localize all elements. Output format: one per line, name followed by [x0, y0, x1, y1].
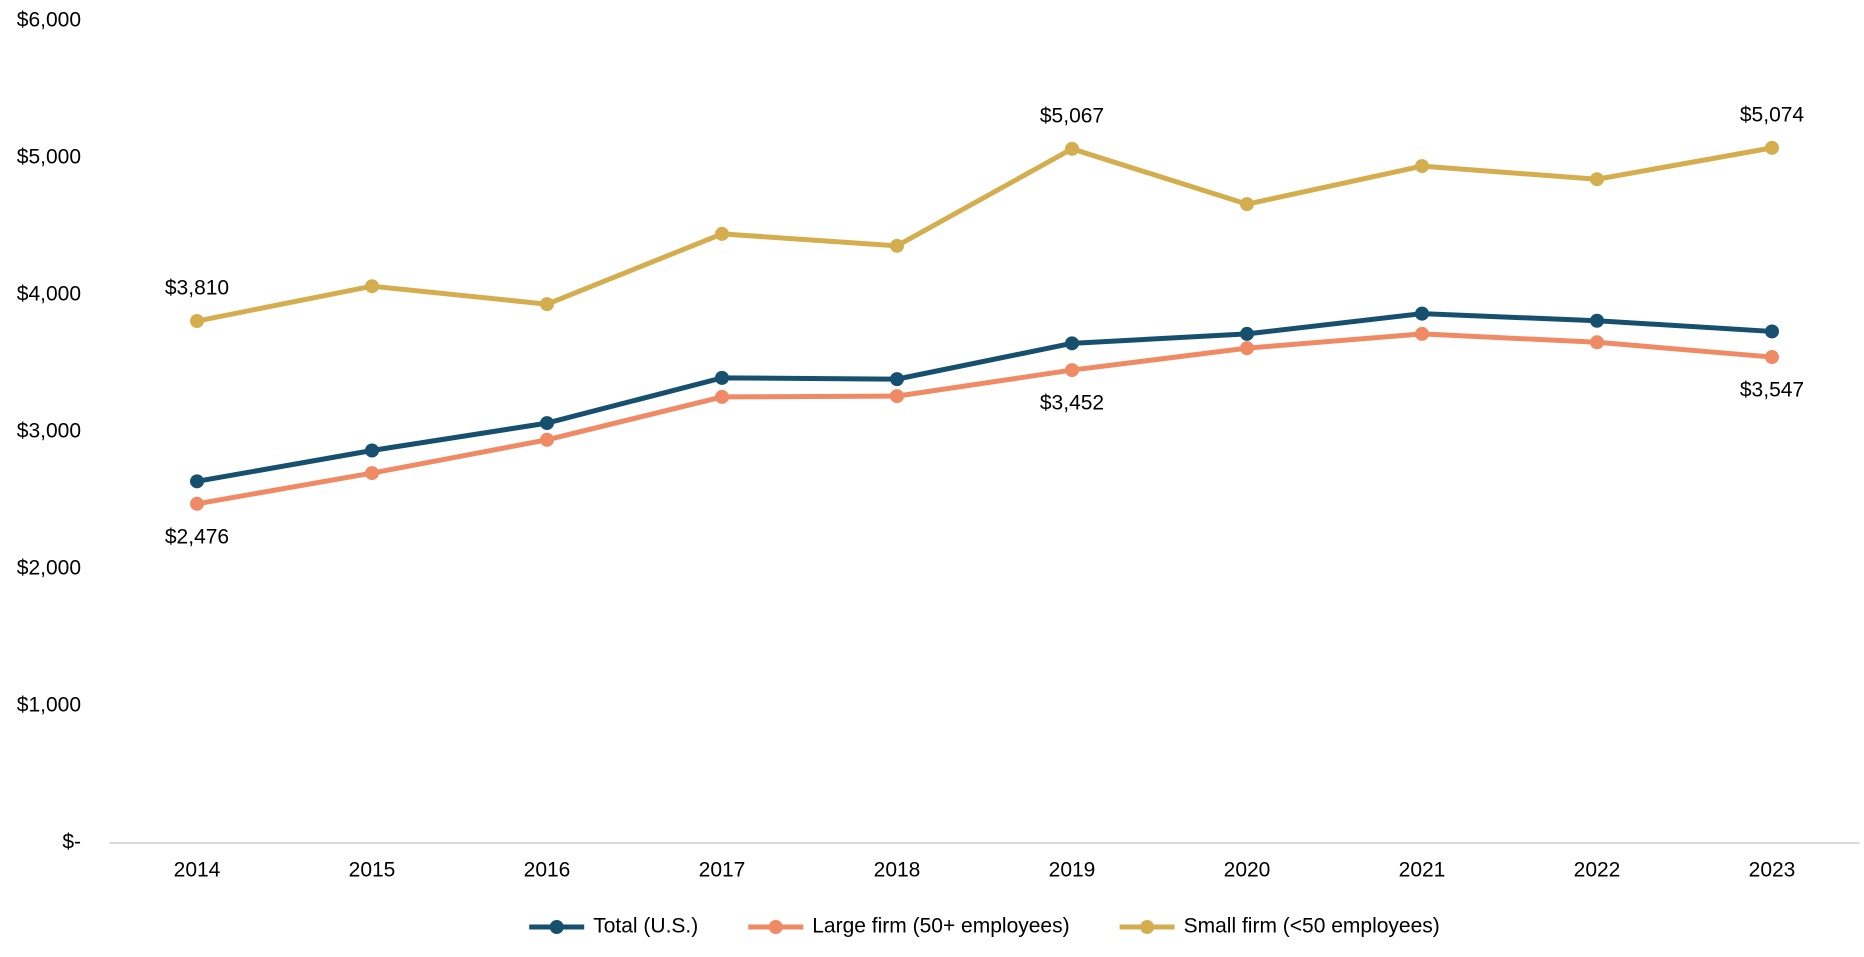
data-point — [890, 389, 904, 404]
legend-item: Total (U.S.) — [529, 915, 698, 938]
data-point — [540, 432, 554, 447]
data-point — [1765, 140, 1779, 155]
y-tick-label: $- — [62, 831, 81, 854]
data-point — [365, 466, 379, 481]
legend-marker — [549, 920, 564, 934]
data-label: $5,067 — [1040, 104, 1104, 127]
data-point — [1065, 336, 1079, 351]
data-point — [1415, 326, 1429, 341]
data-point — [890, 372, 904, 387]
data-point — [365, 443, 379, 458]
data-point — [190, 474, 204, 489]
data-point — [715, 389, 729, 404]
legend-marker — [1140, 920, 1155, 934]
data-label: $5,074 — [1740, 103, 1805, 126]
legend-label: Total (U.S.) — [593, 915, 698, 938]
data-point — [540, 416, 554, 431]
data-point — [1590, 313, 1604, 328]
data-point — [715, 226, 729, 241]
y-tick-label: $3,000 — [17, 420, 81, 443]
data-label: $3,810 — [165, 277, 229, 300]
data-label: $3,547 — [1740, 379, 1804, 402]
x-tick-label: 2023 — [1749, 859, 1796, 882]
x-tick-label: 2018 — [874, 859, 921, 882]
data-point — [1415, 159, 1429, 174]
data-point — [365, 279, 379, 294]
data-point — [890, 238, 904, 253]
data-point — [1065, 141, 1079, 156]
data-point — [190, 496, 204, 511]
x-tick-label: 2020 — [1224, 859, 1271, 882]
x-tick-label: 2021 — [1399, 859, 1446, 882]
data-point — [540, 297, 554, 312]
y-tick-label: $6,000 — [17, 9, 81, 32]
series-line — [196, 331, 1773, 507]
data-point — [715, 370, 729, 385]
data-point — [1065, 363, 1079, 378]
data-point — [1765, 350, 1779, 365]
legend-label: Large firm (50+ employees) — [812, 915, 1069, 938]
x-tick-label: 2022 — [1574, 859, 1621, 882]
data-point — [1240, 341, 1254, 356]
data-label: $3,452 — [1040, 392, 1104, 415]
data-point — [190, 314, 204, 329]
data-point — [1590, 335, 1604, 350]
x-tick-label: 2019 — [1049, 859, 1096, 882]
legend-label: Small firm (<50 employees) — [1184, 915, 1440, 938]
series-line — [196, 145, 1773, 324]
data-point — [1240, 197, 1254, 212]
x-tick-label: 2014 — [174, 859, 221, 882]
data-label: $2,476 — [165, 525, 229, 548]
y-tick-label: $2,000 — [17, 557, 81, 580]
series-line — [196, 311, 1773, 484]
legend-marker — [768, 920, 783, 934]
data-point — [1240, 326, 1254, 341]
y-tick-label: $5,000 — [17, 146, 81, 169]
legend-item: Small firm (<50 employees) — [1119, 915, 1440, 938]
data-point — [1415, 306, 1429, 321]
data-point — [1765, 324, 1779, 339]
data-point — [1590, 172, 1604, 187]
x-tick-label: 2017 — [699, 859, 746, 882]
x-tick-label: 2016 — [524, 859, 571, 882]
y-tick-label: $4,000 — [17, 283, 81, 306]
y-tick-label: $1,000 — [17, 694, 81, 717]
x-tick-label: 2015 — [349, 859, 396, 882]
legend-item: Large firm (50+ employees) — [748, 915, 1070, 938]
